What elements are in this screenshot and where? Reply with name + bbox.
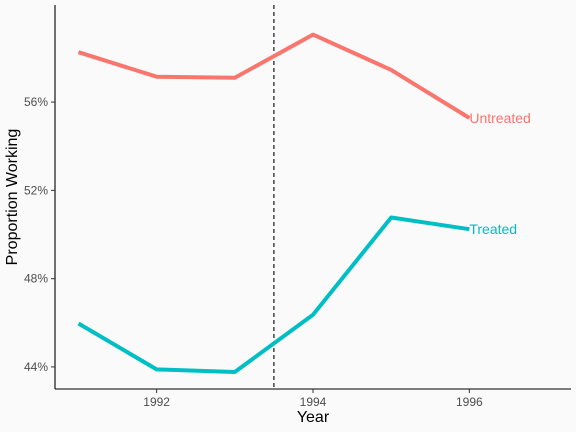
x-axis-ticks: 1992 1994 1996: [143, 389, 483, 409]
series-label-treated: Treated: [469, 221, 517, 237]
y-tick-label: 56%: [24, 95, 48, 109]
series-label-untreated: Untreated: [469, 110, 530, 126]
x-tick-label: 1996: [456, 395, 483, 409]
series-layer: [77, 32, 471, 374]
y-tick-label: 48%: [24, 272, 48, 286]
y-tick-label: 52%: [24, 183, 48, 197]
series-line-untreated: [77, 32, 471, 120]
series-line-treated: [77, 215, 470, 374]
series-label-layer: Untreated Treated: [469, 110, 530, 237]
x-tick-label: 1992: [143, 395, 170, 409]
x-tick-label: 1994: [300, 395, 327, 409]
x-axis-title: Year: [297, 409, 330, 426]
y-axis-title: Proportion Working: [4, 129, 21, 266]
y-axis-ticks: 44% 48% 52% 56%: [24, 95, 55, 374]
y-tick-label: 44%: [24, 360, 48, 374]
